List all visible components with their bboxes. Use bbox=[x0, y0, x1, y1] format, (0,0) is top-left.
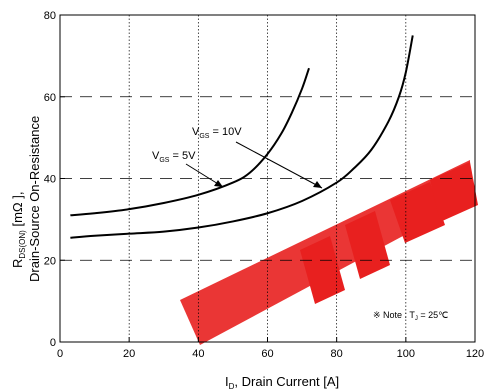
x-tick-label: 0 bbox=[57, 348, 63, 360]
y-axis-title-line1: RDS(ON) [mΩ ], bbox=[10, 192, 27, 268]
arrow-vgs10-line bbox=[235, 141, 323, 189]
series-group bbox=[70, 35, 414, 239]
series-line-0 bbox=[70, 67, 310, 217]
x-tick-label: 100 bbox=[397, 348, 415, 360]
x-tick-label: 120 bbox=[466, 348, 484, 360]
x-axis-title: ID, Drain Current [A] bbox=[225, 374, 339, 391]
y-tick-label: 80 bbox=[44, 10, 56, 22]
series-line-1 bbox=[70, 35, 414, 239]
series-label-vgs10: VGS = 10V bbox=[192, 126, 242, 140]
watermark-letter-e2 bbox=[345, 211, 390, 279]
note-text: ※ Note : TJ = 25℃ bbox=[373, 310, 448, 322]
x-tick-label: 60 bbox=[261, 348, 273, 360]
x-tick-label: 80 bbox=[331, 348, 343, 360]
arrow-vgs5-head bbox=[214, 180, 223, 187]
grid bbox=[60, 15, 475, 342]
watermark-logo bbox=[180, 160, 478, 345]
watermark-letter-p bbox=[390, 182, 445, 243]
arrow-vgs10-head bbox=[313, 181, 322, 188]
watermark-letter-e1 bbox=[300, 236, 345, 304]
x-axis-ticks: 0 20 40 60 80 100 120 bbox=[57, 337, 484, 360]
watermark-letter-w bbox=[430, 162, 478, 222]
series-label-vgs5: VGS = 5V bbox=[152, 150, 196, 164]
x-tick-label: 20 bbox=[123, 348, 135, 360]
y-axis-title-line2: Drain-Source On-Resistance bbox=[27, 116, 42, 282]
y-axis-ticks: 0 20 40 60 80 bbox=[44, 10, 65, 349]
y-tick-label: 60 bbox=[44, 92, 56, 104]
y-tick-label: 40 bbox=[44, 174, 56, 186]
y-tick-label: 20 bbox=[44, 255, 56, 267]
x-tick-label: 40 bbox=[192, 348, 204, 360]
y-tick-label: 0 bbox=[50, 337, 56, 349]
